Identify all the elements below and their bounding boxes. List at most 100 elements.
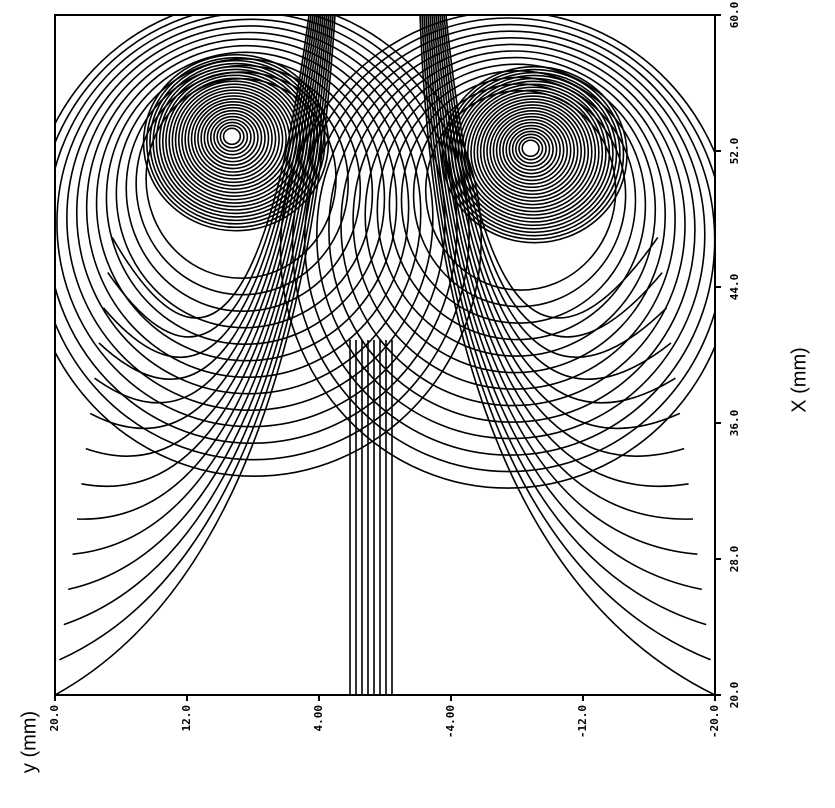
- vortex-contour: [424, 89, 617, 291]
- y-tick-label: 20.0: [728, 682, 741, 709]
- x-tick-label: 20.0: [48, 705, 61, 732]
- vortex-contour: [291, 17, 715, 473]
- vortex-contour: [206, 112, 259, 163]
- vortex-contour: [473, 95, 593, 209]
- vortex-contour: [511, 130, 551, 168]
- vortex-contour: [521, 139, 540, 158]
- x-tick-label: -4.00: [444, 705, 457, 738]
- streamline: [419, 15, 715, 695]
- vortex-contour: [165, 74, 305, 208]
- vortex-contour: [364, 56, 667, 374]
- vortex-center: [525, 142, 536, 153]
- vortex-contour: [55, 15, 458, 444]
- streamline: [102, 15, 314, 359]
- x-tick-label: 4.00: [312, 705, 325, 732]
- streamline: [431, 15, 689, 488]
- vortex-contour: [467, 89, 600, 216]
- streamline: [85, 15, 322, 457]
- y-tick-label: 60.0: [728, 2, 741, 29]
- vortex-contour: [203, 109, 263, 166]
- vortex-center: [226, 130, 237, 141]
- vortex-contour: [213, 118, 252, 156]
- vortex-contour: [222, 127, 242, 146]
- streamline: [81, 15, 324, 488]
- vortex-contour: [376, 63, 657, 357]
- vortex-contour: [340, 43, 686, 407]
- vortex-contour: [95, 44, 398, 362]
- vortex-contour: [193, 101, 273, 177]
- streamline: [421, 15, 711, 661]
- vortex-contour: [55, 15, 470, 461]
- streamline: [437, 15, 676, 404]
- vortex-contour: [328, 37, 696, 423]
- y-tick-label: 36.0: [728, 410, 741, 437]
- streamline: [427, 15, 698, 555]
- vortex-contour: [209, 115, 256, 159]
- vortex-contour: [412, 83, 627, 308]
- vortex-contour: [125, 64, 362, 313]
- vortex-contour: [492, 112, 572, 189]
- streamline: [63, 15, 332, 626]
- vortex-contour: [184, 92, 284, 187]
- vortex-contour: [514, 133, 547, 164]
- y-tick-label: 28.0: [728, 546, 741, 573]
- vortex-contour: [279, 15, 715, 489]
- vortex-contour: [200, 106, 266, 170]
- vortex-contour: [216, 121, 249, 153]
- vortex-contour: [177, 86, 291, 194]
- vortex-contour: [66, 25, 434, 411]
- vortex-contour: [145, 56, 326, 229]
- x-tick-label: -12.0: [576, 705, 589, 738]
- streamline: [59, 15, 334, 661]
- vortex-contour: [315, 30, 706, 440]
- x-axis-label: y (mm): [18, 711, 40, 773]
- vortex-contour: [508, 127, 554, 171]
- streamline: [68, 15, 330, 591]
- vortex-contour: [190, 98, 277, 180]
- streamline: [76, 15, 326, 520]
- vortex-contour: [115, 58, 374, 329]
- vortex-contour: [197, 103, 270, 173]
- vortex-contour: [518, 136, 544, 161]
- vortex-contour: [181, 89, 287, 191]
- vortex-contour: [479, 101, 586, 202]
- vortex-contour: [463, 86, 604, 220]
- streamline: [435, 15, 681, 430]
- vortex-contour: [495, 115, 568, 185]
- vortex-contour: [489, 110, 576, 192]
- vortex-contour: [486, 107, 579, 196]
- streamline: [441, 15, 668, 359]
- y-axis-label: X (mm): [788, 347, 810, 413]
- streamline: [107, 15, 312, 338]
- streamline: [72, 15, 328, 555]
- x-tick-label: -20.0: [708, 705, 721, 738]
- vortex-contour: [388, 70, 647, 341]
- vortex-contour: [174, 83, 294, 197]
- vortex-contour: [476, 98, 590, 206]
- streamline: [98, 15, 316, 380]
- vortex-contour: [187, 95, 280, 184]
- streamlines: [55, 15, 715, 695]
- streamline: [94, 15, 318, 404]
- streamline: [425, 15, 702, 591]
- x-tick-label: 12.0: [180, 705, 193, 732]
- vortex-contour: [470, 92, 597, 213]
- streamline: [423, 15, 707, 626]
- y-tick-label: 52.0: [728, 138, 741, 165]
- vortex-contour: [498, 118, 565, 182]
- y-tick-label: 44.0: [728, 274, 741, 301]
- plot-frame: [54, 14, 716, 696]
- streamline: [445, 15, 659, 319]
- vortex-contour: [505, 124, 558, 175]
- streamline: [55, 15, 336, 695]
- vortex-contour: [502, 121, 561, 178]
- streamline: [439, 15, 672, 380]
- streamline: [443, 15, 663, 338]
- vortex-contour: [55, 15, 482, 477]
- streamline: [433, 15, 685, 457]
- streamline: [111, 15, 310, 319]
- streamline: [89, 15, 320, 430]
- vortex-contour: [483, 104, 583, 199]
